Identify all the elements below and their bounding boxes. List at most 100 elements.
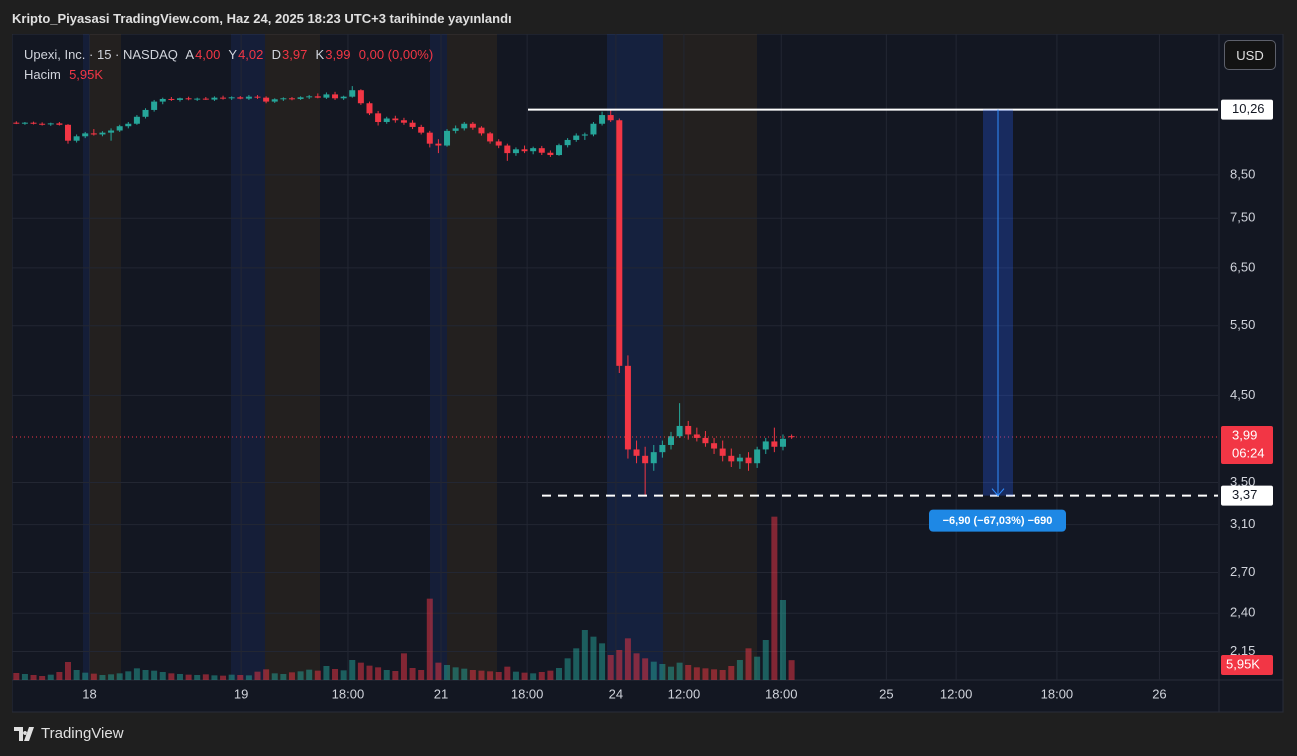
volume-bar [245, 675, 252, 680]
candle-body [142, 109, 149, 117]
candle-body [64, 124, 71, 141]
legend-value: 4,02 [238, 47, 264, 62]
volume-bar [444, 665, 451, 680]
brand-logo [14, 726, 34, 741]
volume-last-box [1221, 655, 1273, 675]
candle-body [349, 90, 356, 97]
volume-legend: Hacim 5,95K [24, 65, 434, 85]
volume-bar [693, 667, 700, 680]
x-tick-label: 12:00 [668, 686, 701, 701]
volume-bar [202, 674, 209, 680]
candle-body [47, 123, 54, 125]
x-tick-label: 18:00 [511, 686, 544, 701]
candle-body [211, 97, 218, 100]
y-tick-label: 2,70 [1230, 564, 1255, 579]
volume-bar [711, 669, 718, 680]
volume-bar [30, 675, 37, 680]
premarket-band [83, 34, 90, 680]
volume-bar [82, 672, 89, 680]
volume-bar [538, 672, 545, 680]
candle-body [779, 438, 786, 447]
candle-body [642, 455, 649, 464]
candle-body [590, 123, 597, 135]
candle-body [56, 123, 63, 125]
last-price-label: 3,99 [1232, 427, 1257, 442]
measure-arrow-head [991, 488, 1005, 497]
volume-bar [495, 672, 502, 680]
volume-title: Hacim [24, 67, 61, 82]
volume-bar [383, 670, 390, 680]
volume-bar [237, 675, 244, 680]
legend-row: Upexi, Inc. · 15 · NASDAQ A4,00 Y4,02 D3… [24, 45, 434, 65]
volume-bar [151, 670, 158, 680]
candle-body [452, 128, 459, 131]
candle-body [788, 436, 795, 438]
volume-bar [340, 670, 347, 680]
volume-bar [616, 650, 623, 680]
y-tick-label: 4,50 [1230, 387, 1255, 402]
volume-bar [745, 648, 752, 680]
candle-body [538, 148, 545, 153]
candle-body [220, 97, 227, 99]
candle-body [444, 130, 451, 146]
x-tick-label: 21 [434, 686, 448, 701]
high-line-label: 10,26 [1232, 101, 1265, 116]
candle-body [194, 98, 201, 100]
volume-bar [116, 673, 123, 680]
candle-body [461, 123, 468, 129]
chart: 8,50 7,50 6,50 5,50 4,50 3,50 3,10 2,70 2,40 2,15… [12, 34, 1284, 713]
volume-bar [297, 671, 304, 680]
afterhours-band [663, 34, 757, 680]
volume-bar [332, 669, 339, 680]
candle-body [426, 132, 433, 144]
afterhours-band [265, 34, 320, 680]
high-line-box [1221, 99, 1273, 120]
candle-body [736, 457, 743, 462]
currency-button[interactable]: USD [1224, 40, 1276, 70]
volume-bar [159, 672, 166, 680]
candle-body [469, 123, 476, 128]
volume-bar [280, 674, 287, 680]
y-tick-label: 8,50 [1230, 166, 1255, 181]
volume-bar [288, 672, 295, 680]
x-tick-label: 18:00 [1041, 686, 1074, 701]
candle-body [340, 96, 347, 99]
volume-bar [271, 673, 278, 680]
x-tick-label: 25 [879, 686, 893, 701]
candle-body [185, 98, 192, 100]
volume-bar [142, 670, 149, 680]
volume-bar [581, 630, 588, 680]
candle-body [616, 120, 623, 366]
chart-frame [12, 34, 1284, 713]
volume-bar [409, 668, 416, 680]
legend-key: A [185, 47, 195, 62]
candle-body [573, 135, 580, 140]
candle-body [659, 444, 666, 453]
volume-bar [220, 675, 227, 680]
candle-body [73, 136, 80, 141]
volume-bar [168, 673, 175, 680]
volume-bar [263, 669, 270, 680]
candle-body [116, 126, 123, 131]
volume-bar [736, 660, 743, 680]
volume-bar [99, 675, 106, 680]
countdown-label: 06:24 [1232, 445, 1265, 460]
candle-body [323, 94, 330, 98]
candle-body [409, 122, 416, 127]
candle-body [366, 103, 373, 114]
candle-body [581, 134, 588, 136]
candle-body [762, 441, 769, 450]
candle-body [271, 99, 278, 102]
last-price-box [1221, 426, 1273, 465]
legend-value: 4,00 [195, 47, 221, 62]
candle-body [521, 149, 528, 152]
premarket-band [430, 34, 447, 680]
volume-bar [642, 658, 649, 680]
volume-bar [323, 666, 330, 680]
legend-key: K [315, 47, 325, 62]
afterhours-band [447, 34, 497, 680]
volume-bar [521, 672, 528, 680]
candle-body [624, 365, 631, 450]
measure-label: −6,90 (−67,03%) −690 [943, 515, 1053, 527]
candle-body [288, 98, 295, 100]
